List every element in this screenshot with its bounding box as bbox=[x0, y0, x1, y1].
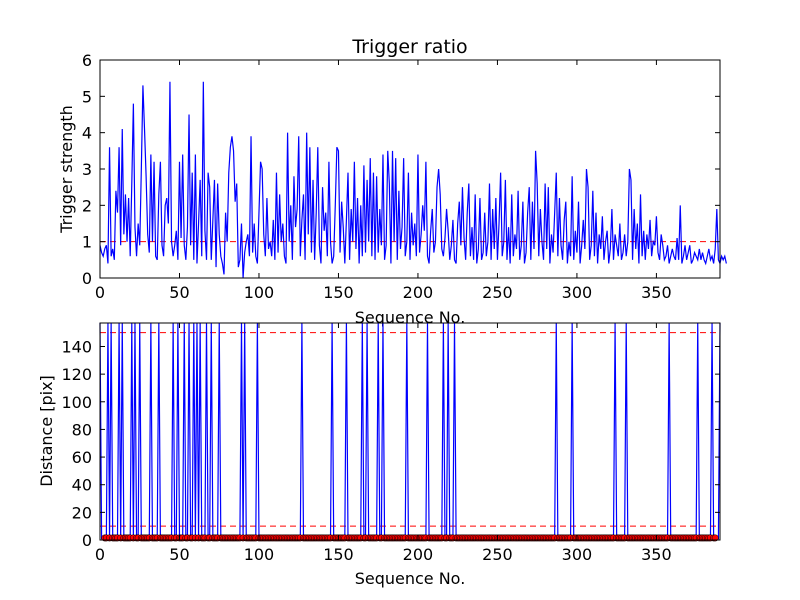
x-tick-label: 150 bbox=[323, 545, 354, 564]
x-tick-label: 50 bbox=[169, 283, 189, 302]
bottom-x-axis-label: Sequence No. bbox=[355, 569, 466, 588]
x-tick-label: 50 bbox=[169, 545, 189, 564]
bottom-y-tick-labels: 0 20 40 60 80 100 120 140 bbox=[61, 337, 720, 550]
top-plot-area bbox=[99, 81, 727, 279]
x-tick-label: 200 bbox=[403, 283, 434, 302]
distance-line bbox=[99, 322, 721, 540]
x-tick-label: 250 bbox=[482, 545, 513, 564]
y-tick-label: 0 bbox=[82, 531, 92, 550]
distance-subplot: 0 50 100 150 200 250 300 350 0 20 40 60 80 100 120 140… bbox=[37, 322, 721, 588]
y-tick-label: 100 bbox=[61, 393, 92, 412]
top-x-tick-labels: 0 50 100 150 200 250 300 350 bbox=[95, 60, 672, 302]
bottom-axes-frame bbox=[99, 322, 721, 541]
y-tick-label: 120 bbox=[61, 365, 92, 384]
x-tick-label: 350 bbox=[641, 283, 672, 302]
y-tick-label: 20 bbox=[72, 503, 92, 522]
x-tick-label: 300 bbox=[562, 545, 593, 564]
y-tick-label: 140 bbox=[61, 337, 92, 356]
bottom-x-tick-labels: 0 50 100 150 200 250 300 350 bbox=[95, 323, 672, 564]
y-tick-label: 40 bbox=[72, 476, 92, 495]
y-tick-label: 3 bbox=[82, 160, 92, 179]
top-y-tick-labels: 0 1 2 3 4 5 6 bbox=[82, 51, 720, 288]
top-x-axis-label: Sequence No. bbox=[355, 308, 466, 327]
x-tick-label: 0 bbox=[95, 283, 105, 302]
x-tick-label: 100 bbox=[244, 545, 275, 564]
x-tick-label: 100 bbox=[244, 283, 275, 302]
x-tick-label: 300 bbox=[562, 283, 593, 302]
bottom-plot-area bbox=[99, 322, 721, 542]
y-tick-label: 6 bbox=[82, 51, 92, 70]
y-tick-label: 1 bbox=[82, 233, 92, 252]
top-y-axis-label: Trigger strength bbox=[57, 105, 76, 234]
y-tick-label: 4 bbox=[82, 124, 92, 143]
y-tick-label: 5 bbox=[82, 87, 92, 106]
trigger-strength-line bbox=[99, 81, 727, 279]
y-tick-label: 2 bbox=[82, 196, 92, 215]
chart-title: Trigger ratio bbox=[351, 36, 467, 58]
y-tick-label: 80 bbox=[72, 420, 92, 439]
x-tick-label: 150 bbox=[323, 283, 354, 302]
y-tick-label: 60 bbox=[72, 448, 92, 467]
x-tick-label: 250 bbox=[482, 283, 513, 302]
x-tick-label: 350 bbox=[641, 545, 672, 564]
x-tick-label: 200 bbox=[403, 545, 434, 564]
x-tick-label: 0 bbox=[95, 545, 105, 564]
trigger-ratio-subplot: Trigger ratio 0 50 100 150 200 250 300 350 0 1 2 3… bbox=[57, 36, 727, 327]
bottom-y-axis-label: Distance [pix] bbox=[37, 375, 56, 487]
y-tick-label: 0 bbox=[82, 269, 92, 288]
